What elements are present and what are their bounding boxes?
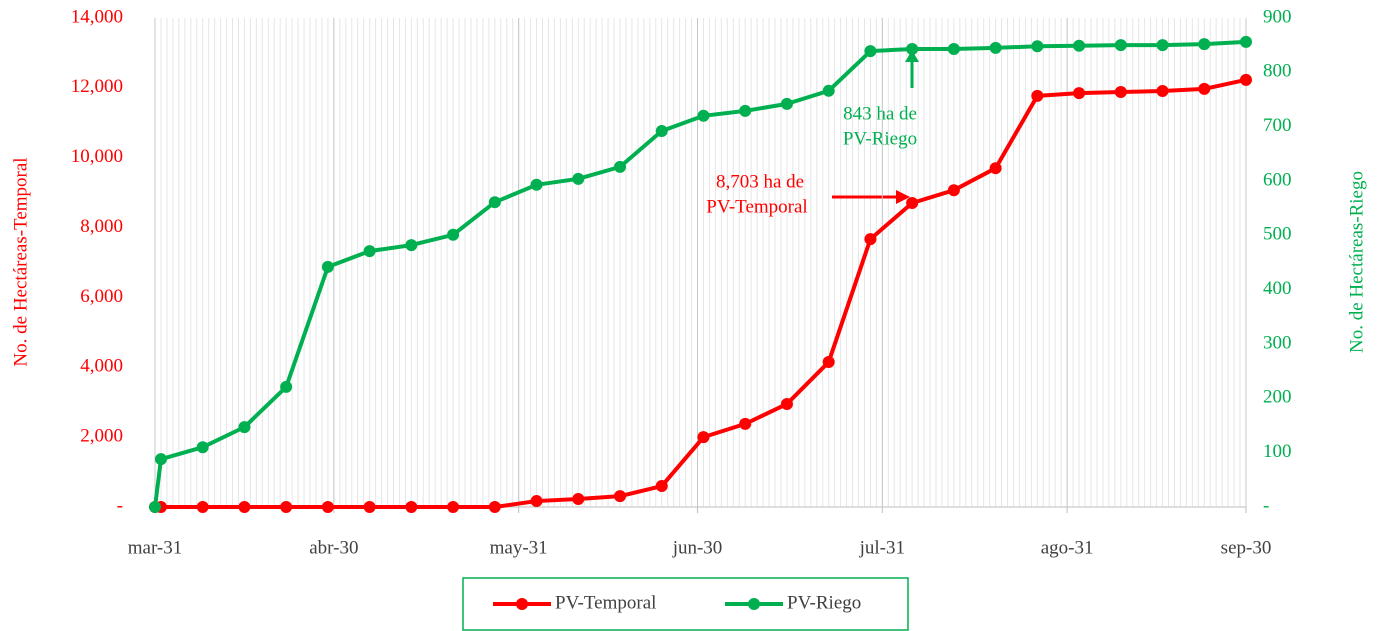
y2-tick-label: 300	[1263, 332, 1292, 353]
y-tick-label: 10,000	[71, 146, 123, 167]
point	[1156, 39, 1169, 52]
point	[405, 501, 418, 513]
point	[697, 431, 710, 444]
point	[154, 453, 167, 466]
point	[196, 501, 209, 513]
point	[405, 239, 418, 252]
x-tick-label: mar-31	[128, 537, 183, 558]
point	[1198, 38, 1211, 51]
point	[321, 501, 334, 513]
point	[1073, 87, 1086, 100]
point	[363, 245, 376, 258]
legend-marker	[516, 598, 528, 610]
series-line	[155, 77, 1247, 509]
annotation-arrowhead	[905, 50, 919, 62]
point	[906, 42, 919, 55]
y-tick-label: 12,000	[71, 76, 123, 97]
point	[1240, 73, 1252, 86]
series-line	[153, 39, 1247, 508]
point	[572, 172, 585, 185]
point	[739, 417, 752, 430]
point	[822, 356, 835, 369]
y-tick-label: 6,000	[80, 286, 123, 307]
x-tick-label: jun-30	[672, 537, 723, 558]
point	[1031, 40, 1044, 53]
point	[780, 397, 793, 410]
point	[780, 97, 793, 110]
legend-label: PV-Temporal	[555, 592, 656, 613]
annotation-arrowhead	[896, 190, 910, 204]
point	[864, 45, 877, 58]
annotation-text: 843 ha de	[843, 103, 917, 124]
point	[697, 109, 710, 122]
y2-tick-label: 600	[1263, 169, 1292, 190]
point	[488, 501, 501, 513]
point	[947, 42, 960, 55]
point	[488, 196, 501, 209]
point	[614, 160, 627, 173]
point	[280, 501, 293, 513]
point	[947, 184, 960, 197]
point	[655, 480, 668, 493]
point	[280, 380, 293, 393]
point	[530, 178, 543, 191]
point	[363, 501, 376, 513]
point	[822, 84, 835, 97]
y-tick-label: 8,000	[80, 216, 123, 237]
y-tick-label: 4,000	[80, 356, 123, 377]
point	[1114, 86, 1127, 99]
y2-tick-label: 500	[1263, 224, 1292, 245]
x-tick-label: sep-30	[1221, 537, 1272, 558]
annotation-text: 8,703 ha de	[716, 171, 804, 192]
y2-tick-label: 400	[1263, 278, 1292, 299]
point	[447, 228, 460, 241]
point	[1156, 85, 1169, 98]
annotation-text: PV-Riego	[843, 128, 917, 149]
point	[238, 421, 251, 434]
point	[989, 162, 1002, 175]
legend-marker	[748, 598, 760, 610]
y-tick-label: -	[117, 495, 123, 516]
x-tick-label: jul-31	[859, 537, 905, 558]
point	[321, 260, 334, 273]
point	[1031, 89, 1044, 102]
point	[989, 41, 1002, 54]
point	[530, 495, 543, 508]
point	[196, 441, 209, 454]
y2-tick-label: -	[1263, 495, 1269, 516]
x-tick-label: ago-31	[1041, 537, 1094, 558]
legend-label: PV-Riego	[787, 592, 861, 613]
point	[614, 490, 627, 503]
x-tick-label: abr-30	[309, 537, 358, 558]
y2-tick-label: 900	[1263, 6, 1292, 27]
point	[1240, 35, 1252, 48]
point	[906, 197, 919, 210]
point	[864, 233, 877, 246]
x-tick-label: may-31	[490, 537, 548, 558]
y2-tick-label: 100	[1263, 441, 1292, 462]
annotation-text: PV-Temporal	[706, 196, 807, 217]
y-axis-label: No. de Hectáreas-Temporal	[10, 157, 31, 366]
y-tick-label: 14,000	[71, 6, 123, 27]
y2-tick-label: 700	[1263, 115, 1292, 136]
y2-axis-label: No. de Hectáreas-Riego	[1346, 171, 1367, 353]
point	[1198, 82, 1211, 95]
point	[739, 104, 752, 117]
annotation: 843 ha de PV-Riego 8,703 ha de PV-Tempor…	[706, 50, 919, 217]
point	[1114, 39, 1127, 52]
y-tick-label: 2,000	[80, 426, 123, 447]
y2-tick-label: 800	[1263, 61, 1292, 82]
y2-tick-label: 200	[1263, 387, 1292, 408]
point	[1073, 39, 1086, 52]
point	[238, 501, 251, 513]
point	[655, 125, 668, 138]
point	[572, 492, 585, 505]
point	[149, 501, 161, 513]
point	[447, 501, 460, 513]
